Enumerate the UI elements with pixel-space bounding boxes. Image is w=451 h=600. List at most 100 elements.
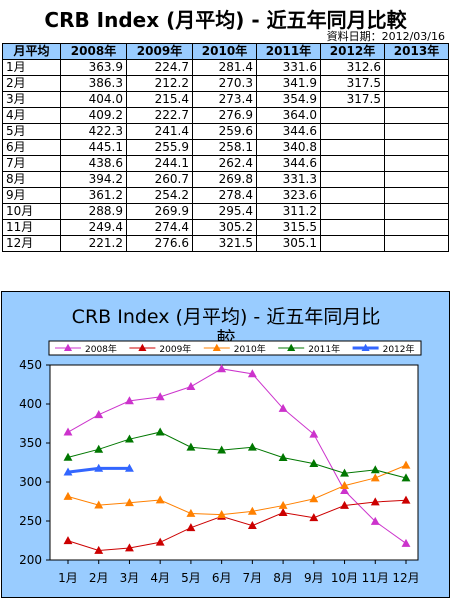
table-value-cell: 295.4 [192, 203, 257, 220]
table-value-cell: 224.7 [126, 59, 193, 76]
data-point [309, 513, 319, 522]
data-point [186, 523, 196, 532]
data-point [247, 369, 257, 378]
x-tick-label: 5月 [181, 571, 201, 585]
table-value-cell: 262.4 [192, 155, 257, 172]
data-point [309, 494, 319, 503]
table-value-cell: 255.9 [126, 139, 193, 156]
table-value-cell: 438.6 [60, 155, 127, 172]
table-value-cell: 260.7 [126, 171, 193, 188]
table-value-cell: 386.3 [60, 75, 127, 92]
table-value-cell: 274.4 [126, 219, 193, 236]
y-tick-label: 200 [19, 553, 42, 567]
table-value-cell: 363.9 [60, 59, 127, 76]
table-value-cell: 331.3 [256, 171, 321, 188]
table-row: 8月 394.2 260.7 269.8 331.3 [2, 171, 449, 188]
table-month-cell: 3月 [2, 91, 61, 108]
table-month-cell: 5月 [2, 123, 61, 140]
data-point [63, 467, 73, 476]
table-value-cell: 281.4 [192, 59, 257, 76]
table-value-cell [384, 139, 449, 156]
data-point [247, 506, 257, 515]
y-tick-label: 250 [19, 514, 42, 528]
y-tick-label: 400 [19, 397, 42, 411]
table-value-cell [320, 139, 385, 156]
data-point [217, 510, 227, 519]
series-line-2011年 [67, 431, 407, 479]
table-value-cell: 258.1 [192, 139, 257, 156]
data-table: 月平均 2008年 2009年 2010年 2011年 2012年 2013年 1月 363.… [2, 43, 449, 252]
data-point [155, 427, 165, 436]
table-value-cell [384, 123, 449, 140]
legend-label: 2011年 [308, 343, 340, 355]
chart-area: CRB Index (月平均) - 近五年同月比較 200 250 300 350 400… [1, 291, 450, 598]
table-value-cell: 244.1 [126, 155, 193, 172]
legend-marker [212, 343, 221, 352]
x-tick-label: 12月 [392, 571, 419, 585]
legend-label: 2008年 [85, 343, 117, 355]
data-point [278, 500, 288, 509]
table-value-cell: 317.5 [320, 75, 385, 92]
x-tick-label: 6月 [212, 571, 232, 585]
table-value-cell: 221.2 [60, 235, 127, 252]
data-point [94, 410, 104, 419]
table-value-cell: 364.0 [256, 107, 321, 124]
data-point [63, 491, 73, 500]
table-value-cell: 269.9 [126, 203, 193, 220]
data-point [94, 463, 104, 472]
series-line-2008年 [67, 368, 407, 544]
x-tick-label: 3月 [120, 571, 140, 585]
table-row: 9月 361.2 254.2 278.4 323.6 [2, 187, 449, 204]
x-tick-label: 1月 [58, 571, 78, 585]
table-value-cell: 340.8 [256, 139, 321, 156]
table-value-cell [320, 107, 385, 124]
table-value-cell [320, 203, 385, 220]
data-point [247, 442, 257, 451]
table-value-cell: 404.0 [60, 91, 127, 108]
table-value-cell: 305.2 [192, 219, 257, 236]
table-month-cell: 4月 [2, 107, 61, 124]
series-line-2010年 [67, 464, 407, 516]
table-value-cell [384, 187, 449, 204]
data-point [370, 473, 380, 482]
table-value-cell: 276.6 [126, 235, 193, 252]
legend-marker [138, 343, 147, 352]
data-point [125, 498, 134, 507]
table-value-cell [384, 203, 449, 220]
table-value-cell: 317.5 [320, 91, 385, 108]
y-tick-label: 300 [19, 475, 42, 489]
data-point [63, 536, 73, 545]
table-row: 1月 363.9 224.7 281.4 331.6 312.6 [2, 59, 449, 76]
data-point [247, 520, 257, 529]
table-value-cell [384, 107, 449, 124]
data-point [278, 403, 288, 412]
data-point [340, 486, 349, 495]
data-point [340, 480, 349, 489]
table-value-cell: 288.9 [60, 203, 127, 220]
table-value-cell: 241.4 [126, 123, 193, 140]
data-point [155, 537, 165, 546]
table-value-cell: 254.2 [126, 187, 193, 204]
data-point [63, 427, 73, 436]
table-value-cell: 422.3 [60, 123, 127, 140]
table-value-cell: 312.6 [320, 59, 385, 76]
table-month-cell: 1月 [2, 59, 61, 76]
data-point [278, 452, 288, 461]
table-value-cell [320, 155, 385, 172]
table-value-cell: 445.1 [60, 139, 127, 156]
table-month-cell: 8月 [2, 171, 61, 188]
table-value-cell: 278.4 [192, 187, 257, 204]
plot-area [49, 364, 419, 561]
line-chart: CRB Index (月平均) - 近五年同月比較200250300350400… [19, 306, 422, 585]
data-point [401, 460, 411, 469]
data-point [94, 444, 104, 453]
x-tick-label: 9月 [304, 571, 324, 585]
table-value-cell: 215.4 [126, 91, 193, 108]
table-row: 4月 409.2 222.7 276.9 364.0 [2, 107, 449, 124]
table-row: 12月 221.2 276.6 321.5 305.1 [2, 235, 449, 252]
data-point [155, 495, 165, 504]
legend-marker [63, 343, 73, 352]
table-month-cell: 2月 [2, 75, 61, 92]
table-header-cell: 2010年 [192, 43, 257, 60]
table-value-cell: 323.6 [256, 187, 321, 204]
